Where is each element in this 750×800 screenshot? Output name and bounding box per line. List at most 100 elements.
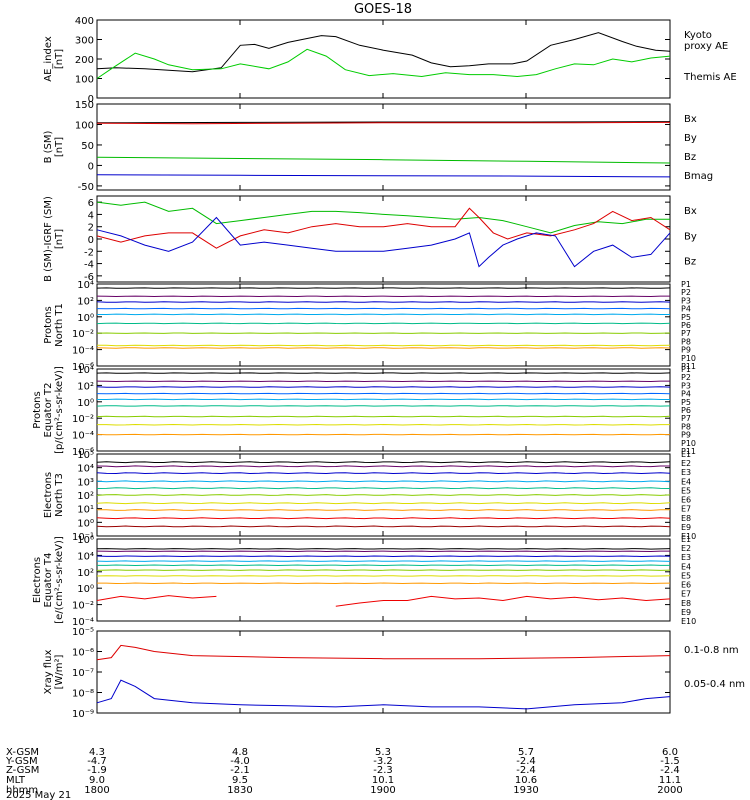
series-e5 xyxy=(97,564,670,567)
x-axis-row-label: hhmm xyxy=(6,785,38,796)
legend-item: Themis AE xyxy=(683,72,737,83)
series-bmag xyxy=(96,121,671,124)
panel-pe: 10⁴ 10² 10⁰ 10⁻² 10⁻⁴ 10⁻⁶ Protons Equator T2 [p… xyxy=(32,365,696,458)
x-axis-row-value: 4.3 xyxy=(89,747,105,758)
y-axis-label-line: B (SM) xyxy=(43,130,54,163)
y-axis-label: Protons North T1 xyxy=(43,303,65,347)
legend-item: P5 xyxy=(681,313,691,322)
y-tick-label: 10⁵ xyxy=(77,450,94,461)
series-e7 xyxy=(96,502,671,505)
x-axis-row-value: 11.1 xyxy=(659,775,681,786)
series-e3 xyxy=(96,472,671,475)
legend-item: E10 xyxy=(681,617,696,626)
series-p5 xyxy=(97,398,670,401)
legend-item: P6 xyxy=(681,406,691,415)
y-tick-label: 10⁴ xyxy=(77,551,94,562)
series-e8 xyxy=(97,582,671,585)
series-e6 xyxy=(96,569,671,571)
panel-legend: Bx By Bz xyxy=(684,206,697,268)
y-tick-label: 10⁻² xyxy=(72,414,94,425)
y-tick-label: 10⁶ xyxy=(77,535,94,546)
legend-item: P2 xyxy=(681,288,691,297)
x-axis-row-value: 1900 xyxy=(370,785,395,796)
legend-item: Kyoto xyxy=(684,30,712,41)
y-tick-label: 200 xyxy=(75,55,94,66)
legend-item: P3 xyxy=(681,296,691,305)
panel-frame xyxy=(96,195,671,283)
x-axis-row-value: 2000 xyxy=(657,785,682,796)
series-e10 xyxy=(96,525,671,528)
panel-legend: Bx By Bz Bmag xyxy=(684,114,713,182)
y-tick-label: 2 xyxy=(88,223,94,234)
series-bz xyxy=(96,121,671,125)
y-tick-label: 10² xyxy=(77,381,94,392)
legend-item: P10 xyxy=(681,439,696,448)
y-axis-label-line: Protons xyxy=(32,391,43,428)
legend-item: E8 xyxy=(681,599,691,608)
y-tick-label: 10⁻² xyxy=(72,601,94,612)
y-tick-label: 10⁻⁸ xyxy=(72,689,94,700)
legend-item: P8 xyxy=(681,337,691,346)
y-tick-label: 10⁻⁹ xyxy=(72,709,94,720)
legend-item: E4 xyxy=(681,562,691,571)
series-e4 xyxy=(96,560,671,562)
y-axis-label-line: AE_index xyxy=(43,36,54,82)
y-tick-label: 10⁴ xyxy=(77,365,94,376)
legend-item: P1 xyxy=(681,365,691,374)
legend-item: E7 xyxy=(681,590,691,599)
series-p8 xyxy=(97,423,670,426)
x-axis-row-value: 1800 xyxy=(84,785,109,796)
panel-data xyxy=(96,548,671,607)
x-axis-row-value: -2.3 xyxy=(373,765,393,776)
legend-item: P10 xyxy=(681,354,696,363)
y-tick-label: 10² xyxy=(77,491,94,502)
legend-item: By xyxy=(684,133,697,144)
x-axis-row-value: 9.0 xyxy=(89,775,105,786)
panel-data xyxy=(96,201,671,268)
y-axis-label-line: Electrons xyxy=(32,557,43,603)
y-tick-label: 10⁰ xyxy=(77,518,94,529)
legend-item: E4 xyxy=(681,477,691,486)
y-tick-label: 10⁻⁴ xyxy=(72,617,94,628)
y-axis-label-line: Equator T2 xyxy=(43,383,54,438)
y-axis-label-line: [p/(cm²-s-sr-keV)] xyxy=(54,366,65,454)
y-axis-label-line: B (SM)-IGRF (SM) xyxy=(43,196,54,282)
legend-item: P1 xyxy=(681,280,691,289)
y-axis-label: B (SM) [nT] xyxy=(43,130,65,163)
x-axis-row-value: 1830 xyxy=(227,785,252,796)
legend-item: E9 xyxy=(681,608,691,617)
panel-frame xyxy=(96,103,671,191)
legend-item: E6 xyxy=(681,496,691,505)
x-axis-row-value: -1.9 xyxy=(87,765,107,776)
y-tick-label: 10⁻¹ xyxy=(72,532,94,543)
panel-ee: 10⁶ 10⁴ 10² 10⁰ 10⁻² 10⁻⁴ Electrons Equator T4[… xyxy=(32,535,696,628)
legend-item: Bmag xyxy=(684,171,713,182)
panel-data xyxy=(96,287,671,349)
legend-item: P2 xyxy=(681,373,691,382)
series-e8 xyxy=(97,509,671,511)
y-tick-label: 10⁻⁴ xyxy=(72,346,94,357)
legend-item: Bz xyxy=(684,257,696,268)
y-axis-label-line: [nT] xyxy=(54,137,65,157)
legend-item: P7 xyxy=(681,329,691,338)
legend-item: E5 xyxy=(681,486,691,495)
legend-item: P9 xyxy=(681,346,691,355)
y-tick-label: 10⁻⁶ xyxy=(72,447,94,458)
panel-bsm: -50 0 50 100 150 B (SM) [nT] Bx By Bz Bmag xyxy=(43,100,713,193)
series-e9 xyxy=(96,517,671,520)
x-axis-row-value: -3.2 xyxy=(373,756,393,767)
series-by xyxy=(96,201,670,234)
legend-item: E5 xyxy=(681,571,691,580)
x-axis-row-value: 9.5 xyxy=(232,775,248,786)
x-axis-row-value: -4.0 xyxy=(230,756,250,767)
x-axis-row-value: 5.3 xyxy=(375,747,391,758)
y-axis-label: Electrons North T3 xyxy=(43,472,65,518)
x-axis-row-label: Z-GSM xyxy=(6,765,39,776)
x-axis-row-value: -2.4 xyxy=(660,765,680,776)
series-bx xyxy=(96,174,671,178)
series-p3 xyxy=(96,301,671,303)
